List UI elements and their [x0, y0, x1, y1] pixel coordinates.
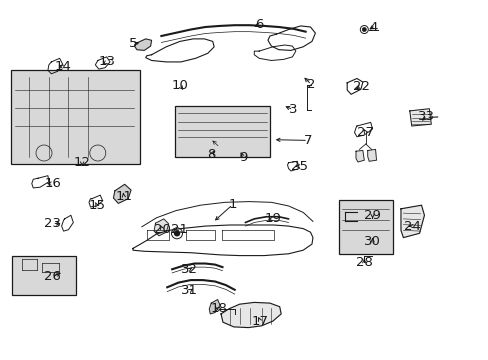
Text: 27: 27	[357, 126, 373, 139]
Text: 32: 32	[181, 263, 198, 276]
Text: 13: 13	[98, 55, 115, 68]
Polygon shape	[400, 205, 424, 238]
Text: 10: 10	[171, 79, 188, 92]
Text: 12: 12	[74, 156, 90, 168]
Polygon shape	[355, 150, 364, 162]
Bar	[175, 106, 270, 157]
Text: 18: 18	[210, 302, 226, 315]
Text: 15: 15	[88, 199, 105, 212]
Text: 22: 22	[353, 80, 369, 93]
Text: 29: 29	[364, 209, 380, 222]
Text: 24: 24	[403, 220, 420, 233]
Circle shape	[362, 27, 366, 32]
Polygon shape	[409, 109, 430, 126]
Circle shape	[174, 231, 179, 236]
Bar	[11, 70, 140, 164]
Text: 31: 31	[181, 284, 198, 297]
Polygon shape	[221, 302, 281, 328]
Polygon shape	[113, 184, 131, 203]
Text: 1: 1	[228, 198, 237, 211]
Text: 30: 30	[364, 235, 380, 248]
Polygon shape	[134, 39, 151, 50]
Text: 28: 28	[355, 256, 372, 269]
Text: 14: 14	[54, 60, 71, 73]
Text: 26: 26	[44, 270, 61, 283]
Text: 6: 6	[254, 18, 263, 31]
Text: 7: 7	[303, 134, 312, 147]
Text: 20: 20	[154, 223, 170, 236]
Text: 4: 4	[368, 21, 377, 33]
Text: 17: 17	[251, 315, 268, 328]
Text: 11: 11	[115, 190, 132, 203]
Text: 2: 2	[306, 78, 315, 91]
Text: 16: 16	[44, 177, 61, 190]
Text: 33: 33	[417, 111, 434, 123]
Polygon shape	[209, 300, 220, 314]
Text: 23: 23	[44, 217, 61, 230]
Text: 5: 5	[128, 37, 137, 50]
Polygon shape	[367, 149, 376, 161]
Text: 8: 8	[207, 148, 216, 161]
Bar	[12, 256, 76, 295]
Text: 25: 25	[290, 160, 307, 173]
Text: 9: 9	[238, 151, 247, 164]
Polygon shape	[154, 219, 168, 236]
Text: 19: 19	[264, 212, 281, 225]
Text: 21: 21	[171, 223, 188, 236]
Text: 3: 3	[288, 103, 297, 116]
Bar	[338, 200, 392, 254]
